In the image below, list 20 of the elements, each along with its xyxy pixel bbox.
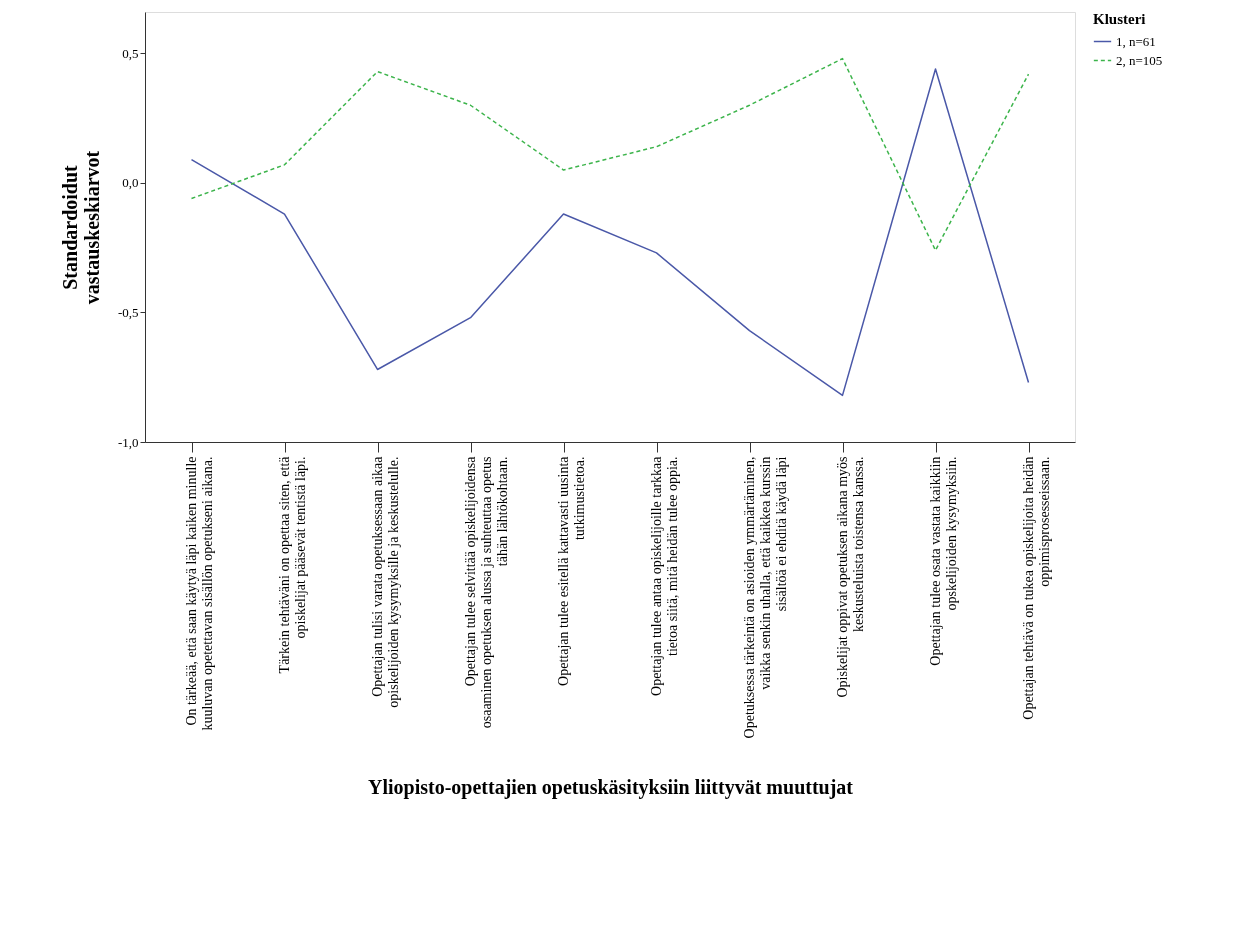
x-tick-label: Opettajan tulee selvittää opiskelijoidensa osaaminen opetuksen alussa ja suhteuttaa opetus tähän lähtökohtaan. (463, 455, 510, 729)
x-tick-label: Tärkein tehtäväni on opettaa siten, että opiskelijat pääsevät tentistä läpi. (277, 455, 308, 674)
x-tick-label: Opettajan tulisi varata opetuksessaan aikaa opiskelijoiden kysymyksille ja keskustelulle. (370, 455, 401, 708)
legend-label: 1, n=61 (1116, 33, 1156, 49)
y-tick-label: -1,0 (117, 434, 139, 450)
x-tick-label: Opettajan tulee antaa opiskelijoille tarkkaa tietoa siitä, mitä heidän tulee oppia. (649, 455, 680, 696)
y-tick-label: 0,5 (122, 45, 139, 61)
legend-label: 2, n=105 (1116, 52, 1163, 68)
legend-title: Klusteri (1093, 11, 1146, 27)
x-tick-label: Opettajan tulee esitellä kattavasti uusinta tutkimustietoa. (556, 455, 587, 686)
y-axis-title: Standardoidut vastauskeskiarvot (58, 150, 103, 305)
x-axis-title: Yliopisto-opettajien opetuskäsityksiin liittyvät muuttujat (367, 775, 854, 799)
y-tick-label: 0,0 (122, 175, 139, 191)
x-tick-label: Opettajan tulee osata vastata kaikkiin opskelijoiden kysymyksiin. (928, 456, 959, 666)
line-series (190, 68, 1030, 397)
y-tick-label: -0,5 (117, 304, 139, 320)
x-tick-label: Opiskelijat oppivat opetuksen aikana myös keskusteluista toistensa kanssa. (835, 456, 866, 698)
x-tick-label: Opettajan tehtävä on tukea opiskelijoita heidän oppimisprosesseissaan. (1021, 456, 1052, 720)
x-tick-label: On tärkeää, että saan käytyä läpi kaiken minulle kuuluvan opetettavan sisällön opetukseni aikana. (184, 456, 215, 731)
line-series (190, 57, 1030, 252)
